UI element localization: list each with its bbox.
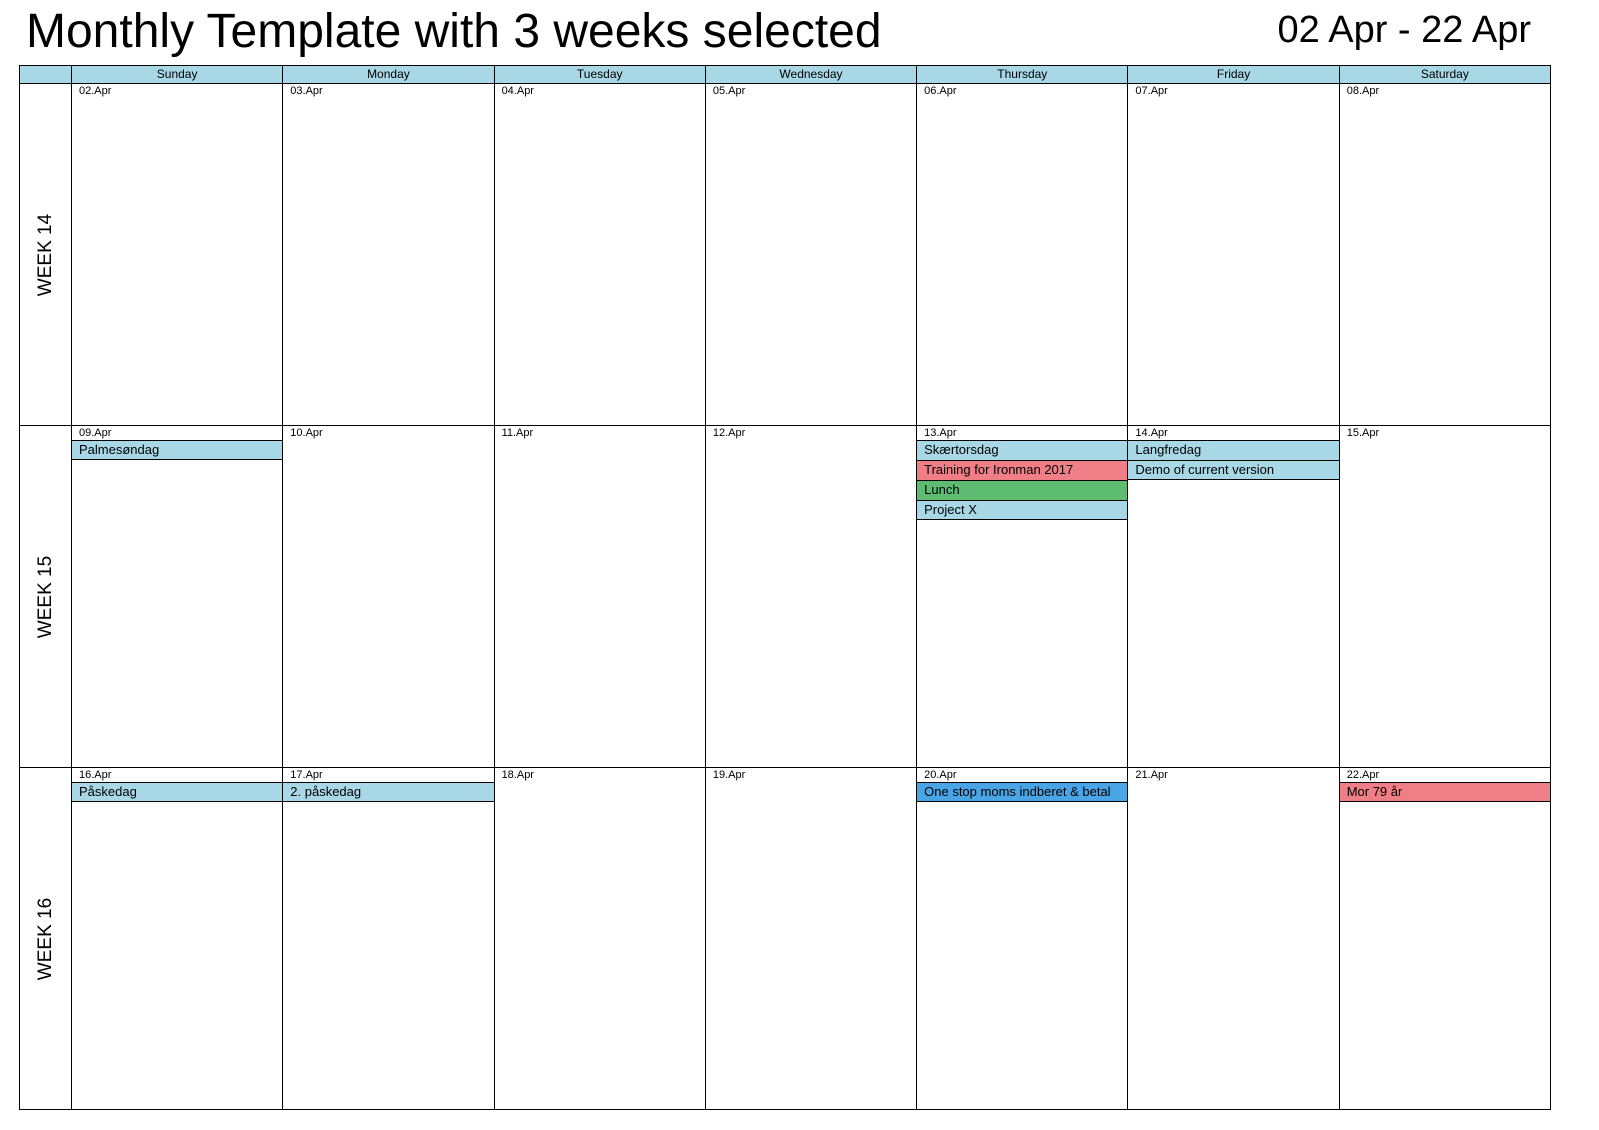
calendar-grid: Sunday Monday Tuesday Wednesday Thursday Frid… — [19, 65, 1551, 1110]
calendar-event[interactable]: Palmesøndag — [72, 440, 283, 460]
day-date: 15.Apr — [1346, 427, 1380, 439]
day-date: 21.Apr — [1135, 769, 1168, 781]
day-cell[interactable]: 02.Apr — [72, 84, 284, 426]
week-label: WEEK 16 — [20, 768, 72, 1110]
day-date: 19.Apr — [712, 769, 746, 781]
event-list: Palmesøndag — [72, 440, 283, 460]
week-label: WEEK 14 — [20, 84, 72, 426]
day-date: 05.Apr — [712, 85, 746, 97]
day-header-friday: Friday — [1128, 66, 1340, 84]
calendar-event[interactable]: Training for Ironman 2017 — [917, 460, 1128, 480]
event-list: Langfredag Demo of current version — [1128, 440, 1339, 480]
calendar-event[interactable]: Påskedag — [72, 782, 283, 802]
day-date: 13.Apr — [924, 427, 957, 439]
day-date: 02.Apr — [79, 85, 112, 97]
day-cell[interactable]: 09.Apr Palmesøndag — [72, 426, 284, 768]
day-date: 09.Apr — [79, 427, 112, 439]
date-range: 02 Apr - 22 Apr — [1277, 9, 1532, 51]
event-list: Mor 79 år — [1339, 782, 1550, 802]
day-header-thursday: Thursday — [917, 66, 1129, 84]
day-cell[interactable]: 08.Apr — [1339, 84, 1551, 426]
day-cell[interactable]: 22.Apr Mor 79 år — [1339, 768, 1551, 1110]
day-cell[interactable]: 06.Apr — [917, 84, 1129, 426]
day-date: 04.Apr — [501, 85, 534, 97]
day-date: 14.Apr — [1135, 427, 1168, 439]
day-cell[interactable]: 19.Apr — [705, 768, 918, 1110]
day-date: 08.Apr — [1346, 85, 1380, 97]
calendar-event[interactable]: 2. påskedag — [283, 782, 494, 802]
day-header-saturday: Saturday — [1339, 66, 1551, 84]
day-cell[interactable]: 14.Apr Langfredag Demo of current version — [1128, 426, 1340, 768]
calendar-event[interactable]: Mor 79 år — [1339, 782, 1550, 802]
day-cell[interactable]: 12.Apr — [705, 426, 918, 768]
day-date: 20.Apr — [924, 769, 957, 781]
day-date: 16.Apr — [79, 769, 112, 781]
day-date: 03.Apr — [290, 85, 323, 97]
event-list: Påskedag — [72, 782, 283, 802]
header-corner — [20, 66, 72, 84]
calendar-event[interactable]: One stop moms indberet & betal — [917, 782, 1128, 802]
calendar-event[interactable]: Lunch — [917, 480, 1128, 500]
calendar-event[interactable]: Skærtorsdag — [917, 440, 1128, 460]
week-label-text: WEEK 15 — [34, 555, 56, 638]
day-cell[interactable]: 04.Apr — [494, 84, 706, 426]
day-cell[interactable]: 10.Apr — [283, 426, 495, 768]
day-cell[interactable]: 03.Apr — [283, 84, 495, 426]
calendar-event[interactable]: Project X — [917, 500, 1128, 520]
day-date: 06.Apr — [924, 85, 957, 97]
day-header-monday: Monday — [283, 66, 495, 84]
day-cell[interactable]: 18.Apr — [494, 768, 706, 1110]
week-label: WEEK 15 — [20, 426, 72, 768]
day-date: 22.Apr — [1346, 769, 1380, 781]
event-list: Skærtorsdag Training for Ironman 2017 Lunc… — [917, 440, 1128, 520]
day-cell[interactable]: 20.Apr One stop moms indberet & betal — [917, 768, 1129, 1110]
week-label-text: WEEK 16 — [34, 897, 56, 980]
calendar-event[interactable]: Demo of current version — [1128, 460, 1339, 480]
day-date: 11.Apr — [501, 427, 534, 439]
day-cell[interactable]: 13.Apr Skærtorsdag Training for Ironman 20… — [917, 426, 1129, 768]
day-header-sunday: Sunday — [72, 66, 284, 84]
day-cell[interactable]: 07.Apr — [1128, 84, 1340, 426]
page-title: Monthly Template with 3 weeks selected — [26, 5, 882, 58]
day-date: 17.Apr — [290, 769, 323, 781]
day-date: 12.Apr — [712, 427, 746, 439]
day-date: 18.Apr — [501, 769, 534, 781]
day-date: 07.Apr — [1135, 85, 1168, 97]
event-list: 2. påskedag — [283, 782, 494, 802]
day-cell[interactable]: 17.Apr 2. påskedag — [283, 768, 495, 1110]
event-list: One stop moms indberet & betal — [917, 782, 1128, 802]
day-date: 10.Apr — [290, 427, 323, 439]
day-cell[interactable]: 05.Apr — [705, 84, 918, 426]
day-header-wednesday: Wednesday — [705, 66, 918, 84]
week-label-text: WEEK 14 — [34, 213, 56, 296]
day-cell[interactable]: 15.Apr — [1339, 426, 1551, 768]
day-header-tuesday: Tuesday — [494, 66, 706, 84]
day-cell[interactable]: 21.Apr — [1128, 768, 1340, 1110]
day-cell[interactable]: 11.Apr — [494, 426, 706, 768]
day-cell[interactable]: 16.Apr Påskedag — [72, 768, 284, 1110]
calendar-event[interactable]: Langfredag — [1128, 440, 1339, 460]
